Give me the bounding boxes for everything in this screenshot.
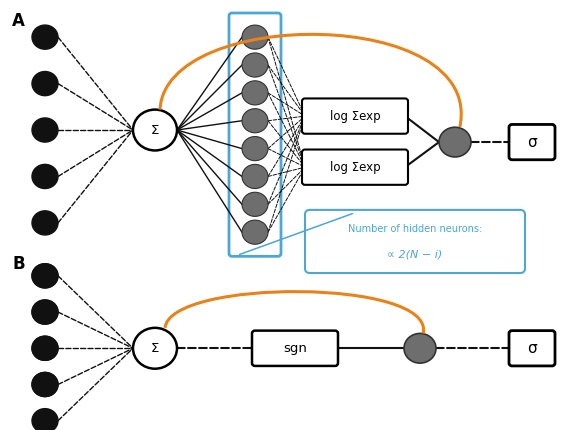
Circle shape bbox=[32, 372, 58, 396]
Circle shape bbox=[32, 372, 58, 396]
Text: Σ: Σ bbox=[151, 342, 159, 355]
FancyBboxPatch shape bbox=[302, 150, 408, 185]
FancyBboxPatch shape bbox=[305, 210, 525, 273]
Circle shape bbox=[242, 81, 268, 105]
Text: σ: σ bbox=[527, 341, 537, 356]
FancyBboxPatch shape bbox=[252, 331, 338, 366]
Circle shape bbox=[439, 127, 471, 157]
Text: Number of hidden neurons:: Number of hidden neurons: bbox=[348, 224, 482, 234]
Circle shape bbox=[242, 53, 268, 77]
Circle shape bbox=[32, 336, 58, 360]
Circle shape bbox=[32, 71, 58, 95]
Circle shape bbox=[32, 300, 58, 324]
Circle shape bbox=[242, 109, 268, 133]
Circle shape bbox=[32, 25, 58, 49]
FancyBboxPatch shape bbox=[509, 124, 555, 160]
Text: sgn: sgn bbox=[283, 342, 307, 355]
Text: log Σexp: log Σexp bbox=[329, 110, 381, 123]
Text: Σ: Σ bbox=[151, 123, 159, 136]
Circle shape bbox=[404, 333, 436, 363]
Circle shape bbox=[242, 25, 268, 49]
FancyBboxPatch shape bbox=[509, 331, 555, 366]
Text: B: B bbox=[12, 255, 24, 273]
Circle shape bbox=[32, 118, 58, 142]
Text: log Σexp: log Σexp bbox=[329, 161, 381, 174]
FancyBboxPatch shape bbox=[229, 13, 281, 256]
Circle shape bbox=[32, 408, 58, 430]
Text: ∝ 2(N − i): ∝ 2(N − i) bbox=[387, 249, 442, 259]
Circle shape bbox=[32, 211, 58, 235]
Circle shape bbox=[32, 164, 58, 188]
Circle shape bbox=[32, 336, 58, 360]
Text: σ: σ bbox=[527, 135, 537, 150]
Circle shape bbox=[242, 164, 268, 188]
Circle shape bbox=[32, 300, 58, 324]
Circle shape bbox=[133, 110, 177, 150]
Circle shape bbox=[242, 136, 268, 161]
Circle shape bbox=[32, 264, 58, 288]
Text: A: A bbox=[12, 12, 25, 30]
Circle shape bbox=[242, 220, 268, 244]
FancyBboxPatch shape bbox=[302, 98, 408, 134]
Circle shape bbox=[242, 192, 268, 216]
Circle shape bbox=[32, 264, 58, 288]
Circle shape bbox=[133, 328, 177, 369]
